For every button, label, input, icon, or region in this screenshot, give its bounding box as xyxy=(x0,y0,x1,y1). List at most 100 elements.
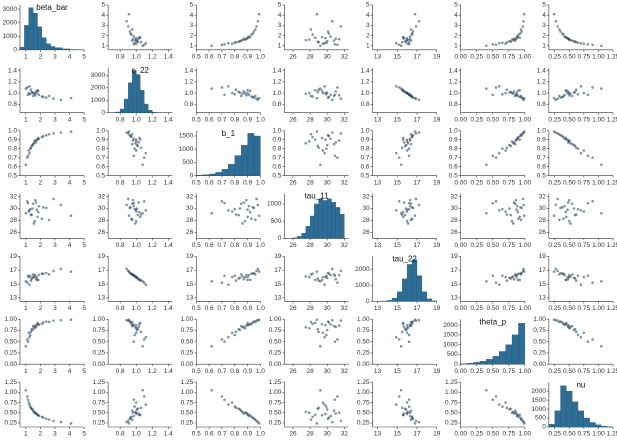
sample-point xyxy=(512,275,515,278)
sample-point xyxy=(554,267,558,271)
sample-point xyxy=(129,32,132,35)
sample-point xyxy=(586,274,590,278)
histogram-bar xyxy=(479,361,487,365)
sample-point xyxy=(242,90,246,93)
sample-point xyxy=(131,198,135,202)
x-tick-label: 0.7 xyxy=(217,242,226,249)
sample-point xyxy=(562,217,565,220)
sample-point xyxy=(519,416,522,419)
sample-point xyxy=(522,214,526,218)
sample-point xyxy=(408,137,412,141)
x-tick-label: 1.4 xyxy=(164,179,173,186)
sample-point xyxy=(519,273,523,276)
x-tick-label: 0.8 xyxy=(116,179,125,186)
sample-point xyxy=(552,318,556,322)
y-tick-label: 0.8 xyxy=(449,101,458,108)
sample-point xyxy=(319,163,322,167)
sample-point xyxy=(414,419,418,423)
sample-point xyxy=(35,138,39,141)
x-tick-label: 1.0 xyxy=(132,179,141,186)
sample-point xyxy=(400,213,404,216)
y-tick-label: 0.6 xyxy=(8,163,17,170)
y-tick-label: 1.2 xyxy=(537,79,546,86)
sample-point xyxy=(137,141,140,144)
sample-point xyxy=(570,94,574,98)
sample-point xyxy=(560,32,564,35)
x-tick-label: 30 xyxy=(324,368,332,375)
sample-point xyxy=(497,41,501,45)
x-tick-label: 1.25 xyxy=(607,179,617,186)
sample-point xyxy=(134,331,138,335)
sample-point xyxy=(127,422,131,425)
sample-point xyxy=(255,269,258,273)
x-tick-label: 0.7 xyxy=(217,179,226,186)
sample-point xyxy=(410,32,414,35)
sample-point xyxy=(125,267,128,271)
sample-point xyxy=(336,43,339,47)
x-tick-label: 26 xyxy=(289,431,297,438)
sample-point xyxy=(408,324,412,327)
sample-point xyxy=(246,323,249,327)
sample-point xyxy=(337,94,341,97)
sample-point xyxy=(233,207,237,211)
x-tick-label: 1.4 xyxy=(164,305,173,312)
y-tick-label: 5 xyxy=(102,2,106,9)
histogram-bar xyxy=(339,214,345,239)
y-tick-label: 1.0 xyxy=(272,127,281,134)
sample-point xyxy=(210,388,213,392)
sample-point xyxy=(336,281,339,284)
x-tick-label: 0.9 xyxy=(243,242,252,249)
sample-point xyxy=(579,41,583,45)
histogram-bar xyxy=(305,226,311,239)
sample-point xyxy=(309,320,313,324)
sample-point xyxy=(333,274,337,278)
sample-point xyxy=(220,86,224,89)
y-tick-label: 15 xyxy=(274,281,282,288)
sample-point xyxy=(130,142,134,146)
histogram-bar xyxy=(335,207,341,239)
sample-point xyxy=(144,403,148,406)
sample-point xyxy=(400,406,404,410)
sample-point xyxy=(406,222,410,225)
x-tick-label: 0.00 xyxy=(454,305,467,312)
sample-point xyxy=(132,204,136,208)
x-tick-label: 1.00 xyxy=(519,54,532,61)
sample-point xyxy=(134,401,138,404)
sample-point xyxy=(141,163,144,167)
sample-point xyxy=(401,210,405,214)
y-tick-label: 0.50 xyxy=(4,409,17,416)
sample-point xyxy=(417,20,421,23)
y-tick-label: 1.0 xyxy=(8,127,17,134)
sample-point xyxy=(520,30,523,33)
histogram-bar xyxy=(314,203,319,239)
sample-point xyxy=(491,274,495,278)
y-tick-label: 1.00 xyxy=(269,389,282,396)
sample-point xyxy=(513,409,517,412)
sample-point xyxy=(257,96,261,100)
x-tick-label: 17 xyxy=(413,431,421,438)
sample-point xyxy=(248,89,252,93)
sample-point xyxy=(566,138,569,141)
x-tick-label: 0.5 xyxy=(192,368,201,375)
sample-point xyxy=(319,344,322,348)
sample-point xyxy=(141,44,144,48)
histogram-bar xyxy=(387,300,393,302)
sample-point xyxy=(133,147,136,150)
histogram-bar xyxy=(37,26,43,51)
sample-point xyxy=(47,418,51,421)
sample-point xyxy=(331,267,334,271)
y-tick-label: 0 xyxy=(13,47,17,54)
x-tick-label: 1.25 xyxy=(607,431,617,438)
y-tick-label: 1.00 xyxy=(445,389,458,396)
sample-point xyxy=(47,218,51,222)
x-tick-label: 4 xyxy=(68,431,72,438)
variable-title: tau_22 xyxy=(392,255,417,264)
sample-point xyxy=(250,217,253,220)
sample-point xyxy=(407,93,411,97)
sample-point xyxy=(560,321,564,324)
sample-point xyxy=(313,278,317,282)
y-tick-label: 0.50 xyxy=(92,338,105,345)
x-tick-label: 1.2 xyxy=(148,179,157,186)
sample-point xyxy=(591,338,594,341)
sample-point xyxy=(52,419,55,423)
